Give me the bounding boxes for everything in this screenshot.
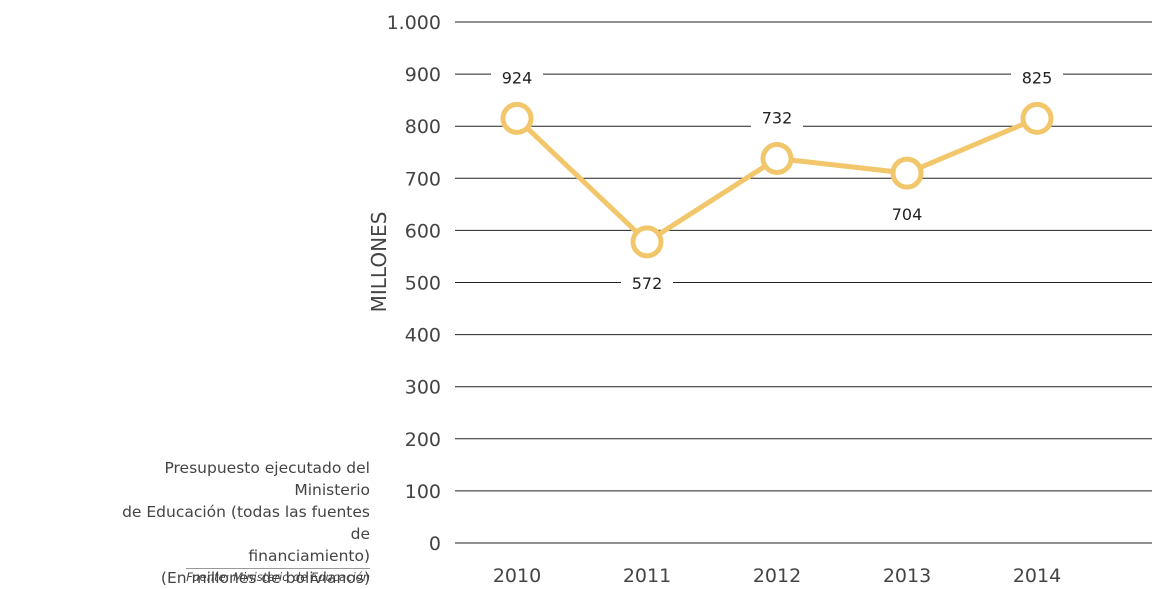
data-label: 572 bbox=[632, 274, 663, 293]
gridlines bbox=[455, 21, 1152, 544]
x-tick-label: 2010 bbox=[493, 565, 541, 585]
y-axis-ticks: 0 100 200 300 400 500 600 700 800 900 1.000 bbox=[387, 12, 441, 555]
y-tick-label: 200 bbox=[405, 429, 441, 451]
series-layer: 924 572 732 704 825 bbox=[491, 64, 1063, 296]
y-tick-label: 900 bbox=[405, 64, 441, 86]
caption-line-4: (En millones de bolivianos) bbox=[160, 569, 370, 587]
source-note: Fuente: Ministerio de Educación bbox=[186, 568, 370, 584]
data-point bbox=[500, 101, 534, 135]
data-label: 732 bbox=[762, 109, 793, 128]
x-axis-ticks: 2010 2011 2012 2013 2014 bbox=[493, 565, 1061, 585]
y-tick-label: 600 bbox=[405, 220, 441, 242]
y-tick-label: 400 bbox=[405, 325, 441, 347]
data-label: 825 bbox=[1022, 68, 1053, 87]
y-tick-label: 0 bbox=[429, 533, 441, 555]
x-tick-label: 2012 bbox=[753, 565, 801, 585]
y-tick-label: 300 bbox=[405, 377, 441, 399]
y-tick-label: 700 bbox=[405, 168, 441, 190]
series-line bbox=[514, 115, 1040, 245]
x-tick-label: 2013 bbox=[883, 565, 931, 585]
data-label: 924 bbox=[502, 68, 533, 87]
x-tick-label: 2014 bbox=[1013, 565, 1061, 585]
chart-caption: Presupuesto ejecutado del Ministerio de … bbox=[110, 457, 370, 589]
caption-line-3: financiamiento) bbox=[248, 547, 370, 565]
data-point bbox=[760, 142, 794, 176]
data-label-background bbox=[621, 269, 673, 296]
data-point bbox=[890, 156, 924, 190]
y-tick-label: 1.000 bbox=[387, 12, 441, 34]
data-label-background bbox=[881, 201, 933, 228]
caption-line-1: Presupuesto ejecutado del Ministerio bbox=[164, 459, 370, 499]
data-label: 704 bbox=[892, 205, 923, 224]
data-point bbox=[1020, 101, 1054, 135]
data-point bbox=[630, 225, 664, 259]
y-axis-label: MILLONES bbox=[367, 212, 391, 313]
data-label-background bbox=[751, 104, 803, 131]
source-text: Ministerio de Educación bbox=[233, 570, 370, 584]
data-label-background bbox=[1011, 64, 1063, 91]
source-label: Fuente: bbox=[186, 570, 230, 584]
x-tick-label: 2011 bbox=[623, 565, 671, 585]
y-tick-label: 500 bbox=[405, 273, 441, 295]
data-label-background bbox=[491, 64, 543, 91]
y-tick-label: 800 bbox=[405, 116, 441, 138]
caption-line-2: de Educación (todas las fuentes de bbox=[122, 503, 370, 543]
y-tick-label: 100 bbox=[405, 481, 441, 503]
